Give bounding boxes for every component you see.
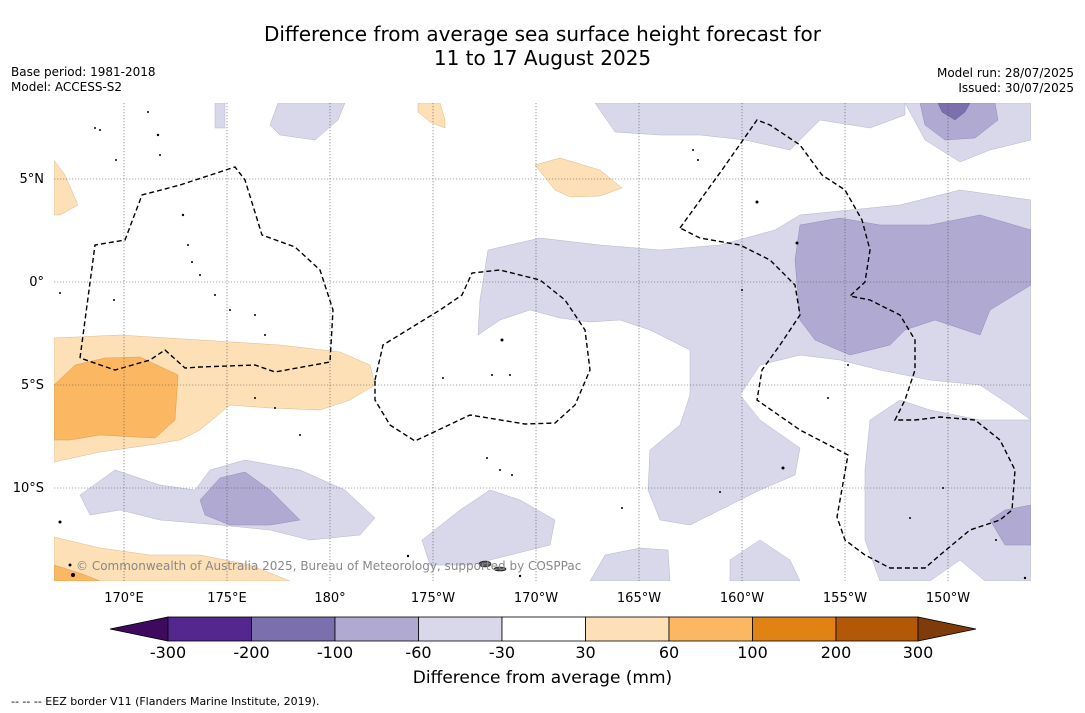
contour-pos-60-100 [54, 356, 179, 581]
graticule [54, 103, 1031, 581]
lon-label: 170°W [514, 591, 558, 606]
model-name: Model: ACCESS-S2 [11, 80, 123, 94]
contour-neg-60-100 [199, 103, 1031, 546]
title-line-1: Difference from average sea surface heig… [263, 22, 822, 46]
colorbar-segment [668, 616, 753, 642]
colorbar-extend-min [109, 616, 169, 642]
colorbar-tick: 200 [820, 643, 852, 662]
lon-label: 175°E [207, 591, 247, 606]
colorbar-segment [585, 616, 670, 642]
lon-label: 170°E [104, 591, 144, 606]
lon-label: 175°W [411, 591, 455, 606]
colorbar-segment [334, 616, 419, 642]
colorbar-segment [501, 616, 586, 642]
meta-left: Base period: 1981-2018 Model: ACCESS-S2 [11, 65, 156, 95]
eez-borders [79, 119, 1016, 569]
colorbar-tick: -100 [316, 643, 354, 662]
lat-label: 5°N [20, 172, 45, 187]
base-period: Base period: 1981-2018 [11, 65, 156, 79]
colorbar-tick: 300 [902, 643, 934, 662]
colorbar-segment [835, 616, 919, 642]
colorbar-label: Difference from average (mm) [412, 668, 673, 688]
colorbar-extend-max [917, 616, 977, 642]
colorbar-tick: -200 [233, 643, 270, 662]
colorbar-tick: 100 [737, 643, 768, 662]
contour-neg-100-200 [937, 103, 971, 121]
lon-label: 165°W [617, 591, 661, 606]
colorbar-tick: -300 [149, 643, 187, 662]
lon-label: 150°W [926, 591, 970, 606]
lat-label: 10°S [13, 481, 44, 496]
longitude-labels: 170°E 175°E 180° 175°W 170°W 165°W 160°W… [104, 591, 970, 606]
title-line-2: 11 to 17 August 2025 [433, 46, 652, 70]
lat-label: 0° [29, 275, 44, 290]
colorbar-tick: -30 [488, 643, 516, 662]
colorbar-segment [418, 616, 503, 642]
eez-footnote: -- -- -- EEZ border V11 (Flanders Marine… [11, 695, 320, 708]
chart-title: Difference from average sea surface heig… [0, 22, 1085, 70]
colorbar-segment [752, 616, 837, 642]
islands [58, 111, 1027, 580]
lat-label: 5°S [21, 378, 44, 393]
colorbar-tick: 30 [575, 643, 596, 662]
lon-label: 155°W [823, 591, 867, 606]
colorbar-tick: -60 [405, 643, 432, 662]
colorbar-segment [251, 616, 336, 642]
latitude-labels: 5°N 0° 5°S 10°S [13, 172, 44, 496]
lon-label: 180° [314, 591, 345, 606]
colorbar-tick: 60 [658, 643, 680, 662]
issued-date: Issued: 30/07/2025 [958, 81, 1074, 95]
copyright-text: © Commonwealth of Australia 2025, Bureau… [76, 559, 581, 573]
map-plot-area: © Commonwealth of Australia 2025, Bureau… [54, 103, 1031, 581]
colorbar-segment [167, 616, 252, 642]
model-run: Model run: 28/07/2025 [936, 66, 1074, 80]
meta-right: Model run: 28/07/2025 Issued: 30/07/2025 [937, 66, 1074, 96]
lon-label: 160°W [720, 591, 764, 606]
colorbar [109, 616, 977, 642]
